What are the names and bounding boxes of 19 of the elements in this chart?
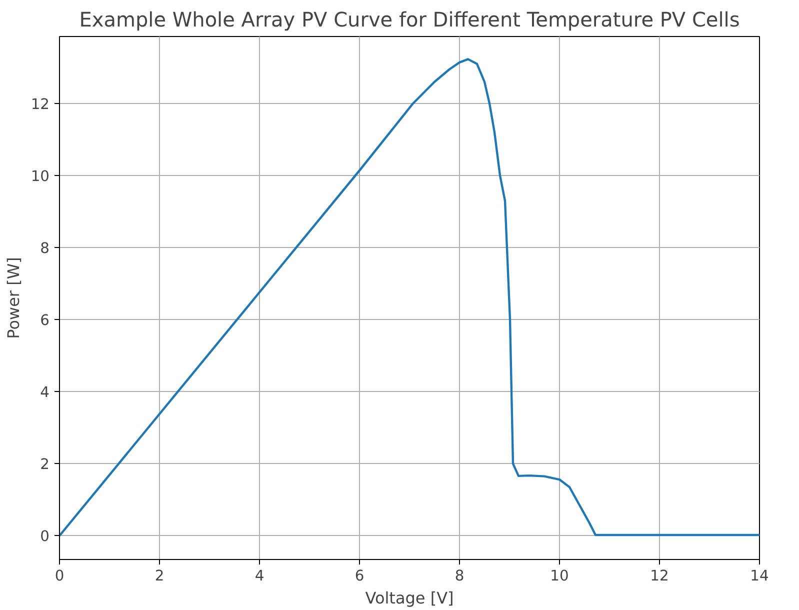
y-tick-label: 0 bbox=[40, 528, 50, 546]
x-tick-label: 8 bbox=[454, 568, 464, 584]
y-tick-label: 2 bbox=[40, 456, 50, 474]
y-tick-label: 4 bbox=[40, 384, 50, 402]
x-tick-label: 4 bbox=[254, 568, 264, 584]
x-axis-title: Voltage [V] bbox=[365, 588, 454, 608]
x-tick-label: 10 bbox=[550, 568, 569, 584]
y-axis-title: Power [W] bbox=[4, 257, 23, 339]
x-tick-label: 6 bbox=[354, 568, 364, 584]
line-series bbox=[60, 58, 760, 537]
x-tick-label: 0 bbox=[54, 568, 64, 584]
chart-title: Example Whole Array PV Curve for Different Temperature PV Cells bbox=[79, 8, 740, 32]
y-tick-label: 6 bbox=[40, 312, 50, 330]
x-tick-label: 12 bbox=[650, 568, 669, 584]
y-tick-label: 8 bbox=[40, 240, 50, 258]
x-tick-label: 2 bbox=[154, 568, 164, 584]
y-tick-label: 12 bbox=[30, 96, 50, 113]
x-tick-label: 14 bbox=[750, 568, 769, 584]
y-tick-label: 10 bbox=[30, 168, 50, 186]
